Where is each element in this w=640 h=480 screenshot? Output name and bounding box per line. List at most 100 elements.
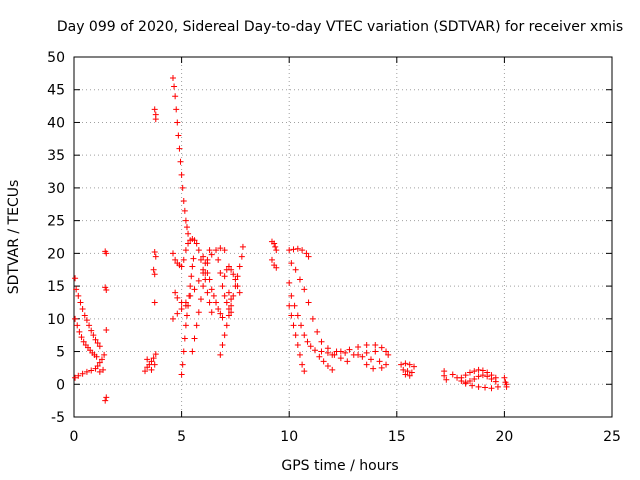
- data-point: [180, 256, 187, 263]
- data-point: [79, 306, 86, 312]
- data-point: [90, 332, 97, 339]
- data-point: [191, 335, 198, 342]
- data-point: [174, 310, 181, 317]
- data-point: [307, 343, 314, 350]
- grid-lines: [74, 57, 612, 417]
- data-point: [150, 355, 157, 362]
- data-point: [223, 299, 230, 306]
- data-point: [298, 322, 305, 329]
- data-point: [78, 334, 85, 341]
- data-point: [76, 328, 83, 335]
- data-point: [318, 338, 325, 345]
- data-point: [296, 276, 303, 283]
- data-point: [398, 361, 405, 368]
- data-point: [103, 250, 110, 257]
- data-point: [501, 374, 508, 381]
- data-point: [301, 368, 308, 375]
- data-point: [376, 358, 383, 365]
- data-point: [305, 299, 312, 306]
- data-point: [225, 312, 232, 319]
- y-tick-label: 25: [47, 214, 65, 230]
- plot-frame: [73, 56, 613, 418]
- data-point: [176, 145, 183, 152]
- data-point: [488, 372, 495, 379]
- data-point: [329, 366, 336, 373]
- data-point: [402, 360, 409, 367]
- data-point: [223, 322, 230, 329]
- data-point: [503, 381, 510, 388]
- data-point: [182, 217, 189, 224]
- data-point: [225, 263, 232, 270]
- y-tick-label: 40: [47, 115, 65, 131]
- data-point: [210, 292, 217, 299]
- data-point: [142, 368, 149, 375]
- data-point: [72, 374, 79, 381]
- data-point: [271, 240, 278, 247]
- data-point: [179, 361, 186, 368]
- data-point: [152, 116, 159, 123]
- data-point: [80, 338, 87, 345]
- data-point: [77, 299, 84, 306]
- data-point: [221, 273, 228, 280]
- data-point: [324, 349, 331, 356]
- data-point: [462, 372, 469, 379]
- data-point: [151, 249, 158, 256]
- data-point: [301, 286, 308, 293]
- data-point: [148, 358, 155, 365]
- data-point: [193, 240, 200, 247]
- y-tick-label: 0: [56, 377, 65, 393]
- data-point: [408, 369, 415, 376]
- data-point: [273, 264, 280, 271]
- data-point: [103, 326, 110, 333]
- data-point: [150, 266, 157, 273]
- data-point: [174, 294, 181, 301]
- data-point: [449, 371, 456, 378]
- data-point: [292, 332, 299, 339]
- data-point: [94, 362, 101, 369]
- data-point: [288, 312, 295, 319]
- y-tick-labels: -5 0 5 10 15 20 25 30 35 40 45 50: [47, 50, 65, 426]
- data-point: [320, 358, 327, 365]
- data-point: [191, 237, 198, 244]
- data-point: [102, 284, 109, 291]
- data-point: [189, 348, 196, 355]
- data-point: [102, 397, 109, 404]
- data-point: [228, 296, 235, 303]
- y-tick-label: 30: [47, 181, 65, 197]
- data-point: [182, 299, 189, 306]
- data-point: [178, 171, 185, 178]
- data-point: [294, 342, 301, 348]
- y-axis-label: SDTVAR / TECUs: [6, 180, 22, 295]
- data-point: [363, 361, 370, 368]
- data-point: [204, 289, 211, 296]
- data-point: [190, 255, 197, 262]
- data-point: [96, 343, 103, 350]
- data-point: [482, 384, 489, 391]
- data-point: [492, 374, 499, 381]
- data-point: [151, 106, 158, 113]
- data-point: [400, 366, 407, 373]
- data-point: [363, 342, 370, 348]
- data-point: [72, 275, 79, 282]
- data-point: [151, 361, 158, 368]
- data-point: [234, 283, 241, 290]
- data-point: [181, 207, 188, 214]
- data-point: [466, 378, 473, 384]
- data-point: [206, 276, 213, 283]
- data-point: [286, 279, 293, 286]
- data-point: [206, 299, 213, 306]
- data-point: [188, 273, 195, 280]
- data-point: [296, 351, 303, 358]
- y-tick-label: 15: [47, 279, 65, 295]
- data-point: [303, 250, 310, 257]
- data-point: [179, 184, 186, 191]
- data-point: [195, 277, 202, 284]
- data-point: [239, 243, 246, 250]
- data-point: [200, 283, 207, 290]
- data-point: [182, 247, 189, 254]
- data-point: [181, 335, 188, 342]
- data-point: [268, 256, 275, 263]
- x-tick-label: 20: [495, 429, 513, 445]
